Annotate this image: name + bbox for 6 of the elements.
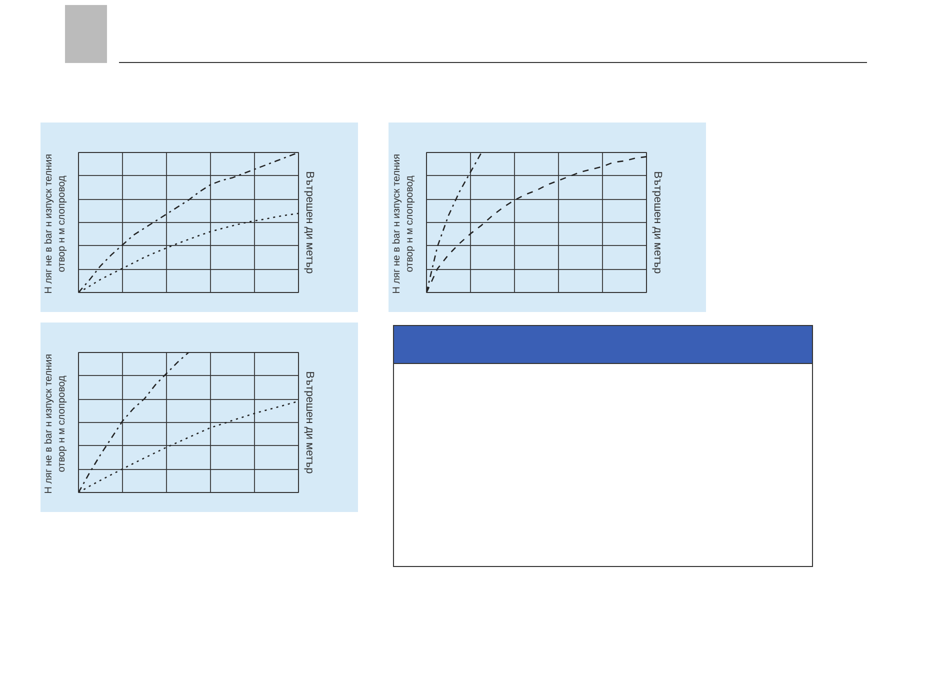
legend-title: Вътрешен ди метър bbox=[652, 171, 664, 274]
y-axis-title: Н ляг не в bar н изпуск телния отвор н м слопровод bbox=[43, 154, 68, 294]
legend-title: Вътрешен ди метър bbox=[304, 171, 316, 274]
y-axis-title: Н ляг не в bar н изпуск телния отвор н м слопровод bbox=[391, 154, 416, 294]
legend-title: Вътрешен ди метър bbox=[304, 371, 316, 474]
y-axis-title: Н ляг не в bar н изпуск телния отвор н м слопровод bbox=[43, 354, 68, 494]
